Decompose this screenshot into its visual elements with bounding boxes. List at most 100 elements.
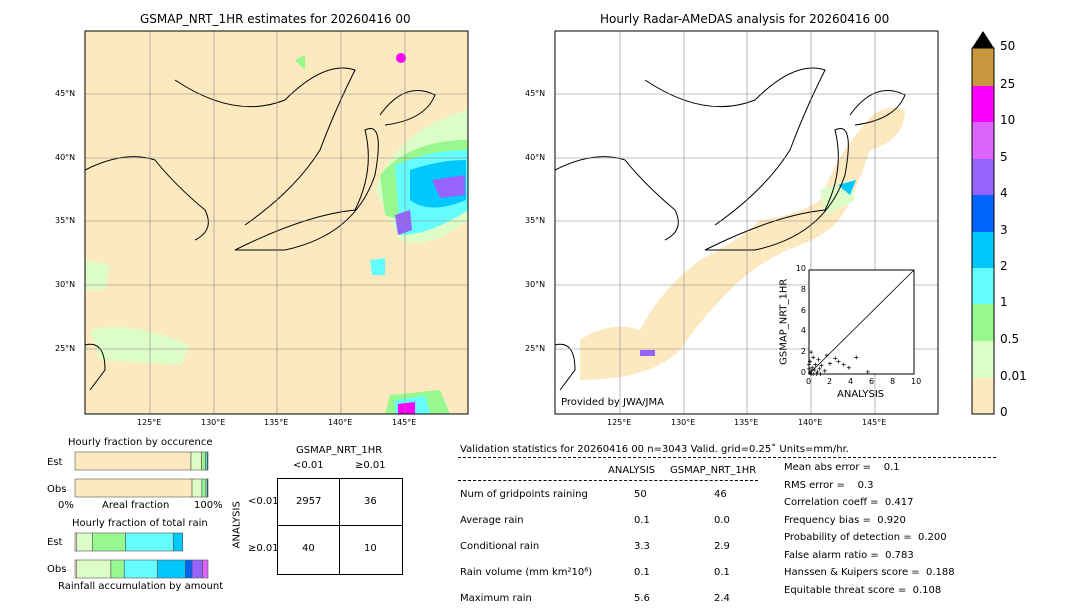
lat-label: 25°N (525, 344, 546, 353)
lat-label: 45°N (55, 89, 76, 98)
stat-analysis: 0.1 (634, 515, 650, 526)
scatter-ylabel: GSMAP_NRT_1HR (778, 278, 790, 365)
contingency-col-1: ≥0.01 (355, 460, 386, 471)
occurrence-x-start: 0% (58, 500, 74, 511)
rain-est-bar (91, 532, 126, 552)
rain-row-obs: Obs (47, 564, 67, 575)
contingency-row-1: ≥0.01 (248, 543, 279, 554)
coastline (234, 128, 379, 251)
contingency-table (277, 478, 403, 575)
scatter-point (854, 355, 859, 360)
coastline (849, 90, 906, 126)
colorbar (971, 31, 995, 415)
scatter-point (810, 365, 815, 370)
scatter-xtick: 8 (890, 377, 896, 386)
credit-text: Provided by JWA/JMA (561, 397, 664, 408)
cell-00: 2957 (296, 496, 322, 507)
rain-area (838, 180, 856, 195)
colorbar-tick: 25 (1000, 77, 1016, 91)
score-text: Correlation coeff = 0.417 (784, 497, 914, 508)
scatter-point (865, 369, 870, 374)
scatter-point (836, 359, 841, 364)
radar-coverage (580, 107, 905, 380)
rain-obs-bar (123, 559, 158, 579)
colorbar-tick: 3 (1000, 223, 1008, 237)
colorbar-segment (972, 122, 994, 159)
score-text: Equitable threat score = 0.108 (784, 584, 942, 596)
scatter-point (815, 369, 820, 374)
colorbar-segment (972, 341, 994, 378)
lat-label: 35°N (525, 216, 546, 225)
occurrence-xlabel: Areal fraction (102, 500, 170, 511)
rain-area (396, 53, 406, 63)
colorbar-tick: 0 (1000, 405, 1008, 419)
stat-analysis: 0.1 (634, 567, 650, 578)
scatter-ytick: 10 (795, 264, 806, 273)
colorbar-tick: 4 (1000, 186, 1008, 200)
contingency-col-0: <0.01 (293, 460, 324, 471)
stat-gsmap: 0.0 (714, 515, 730, 526)
stat-gsmap: 46 (714, 489, 727, 500)
lon-label: 140°E (798, 418, 823, 427)
rain-obs-bar (185, 559, 193, 579)
coastline (174, 67, 356, 226)
rain-obs-bar (157, 559, 186, 579)
scatter-xtick: 2 (827, 377, 833, 386)
lat-label: 45°N (525, 89, 546, 98)
scatter-point (809, 350, 814, 355)
rain-fraction-title: Hourly fraction of total rain (72, 518, 208, 529)
contingency-row-axis: ANALYSIS (231, 501, 243, 549)
score-text: Probability of detection = 0.200 (784, 532, 947, 543)
lon-label: 140°E (328, 418, 353, 427)
lat-label: 30°N (55, 280, 76, 289)
occurrence-obs-bar (191, 478, 203, 498)
scatter-ytick: 4 (800, 326, 806, 336)
rain-est-bar (76, 532, 93, 552)
occurrence-est-bar (201, 451, 206, 471)
scatter-point (818, 372, 823, 376)
scatter-point (833, 356, 838, 361)
coastline (379, 90, 436, 126)
scatter-xtick: 10 (911, 377, 922, 386)
contingency-row-0: <0.01 (248, 496, 279, 507)
scatter-point (814, 372, 819, 376)
score-text: Hanssen & Kuipers score = 0.188 (784, 567, 955, 578)
scatter-point (816, 357, 821, 362)
stat-gsmap: 0.1 (714, 567, 730, 578)
occurrence-row-est: Est (47, 457, 63, 468)
scatter-point (846, 365, 851, 370)
scatter-point (807, 362, 811, 367)
lat-label: 35°N (55, 216, 76, 225)
cell-01: 36 (364, 496, 377, 507)
stat-gsmap: 2.4 (714, 593, 730, 604)
coastline (704, 128, 849, 251)
score-text: False alarm ratio = 0.783 (784, 549, 914, 561)
colorbar-segment (972, 195, 994, 232)
lat-label: 40°N (525, 153, 546, 162)
coastline (85, 343, 106, 391)
scatter-ytick: 2 (800, 347, 806, 357)
scatter-xtick: 4 (848, 377, 854, 386)
colorbar-segment (972, 268, 994, 304)
scatter-point (812, 367, 817, 372)
right-map-title: Hourly Radar-AMeDAS analysis for 2026041… (600, 12, 890, 26)
scatter-point (811, 355, 816, 360)
scatter-point (841, 362, 846, 367)
stats-col-gsmap: GSMAP_NRT_1HR (670, 465, 757, 476)
rain-area (295, 55, 305, 70)
colorbar-extend (972, 31, 994, 48)
lon-label: 135°E (734, 418, 759, 427)
lat-label: 30°N (525, 280, 546, 289)
lat-label: 40°N (55, 153, 76, 162)
lon-label: 125°E (607, 418, 632, 427)
scatter-xtick: 0 (806, 377, 812, 386)
rain-est-bar (173, 532, 184, 552)
score-text: Frequency bias = 0.920 (784, 514, 906, 526)
rain-obs-bar (191, 559, 203, 579)
rain-area (640, 350, 655, 356)
occurrence-x-end: 100% (194, 500, 223, 511)
score-text: Mean abs error = 0.1 (784, 462, 900, 473)
left-map (84, 30, 469, 415)
colorbar-segment (972, 378, 994, 414)
